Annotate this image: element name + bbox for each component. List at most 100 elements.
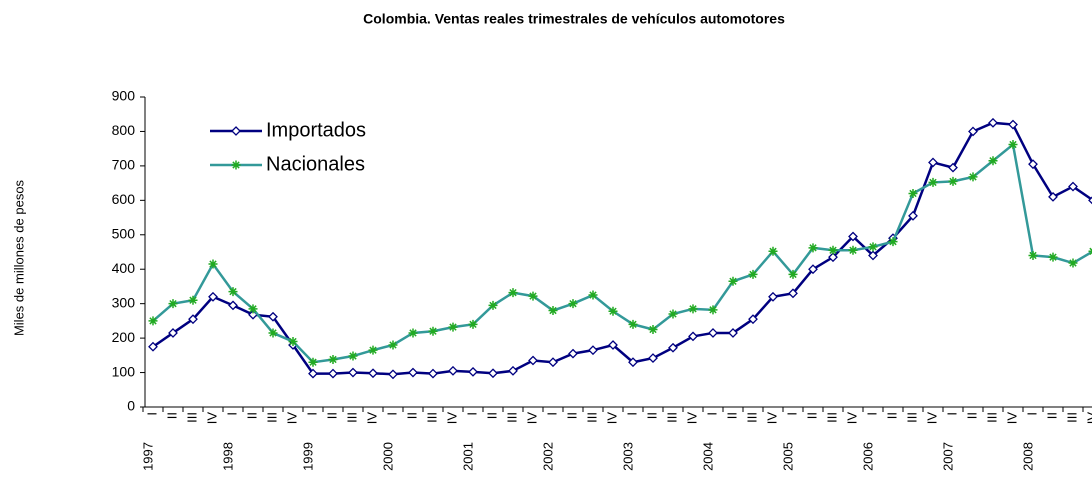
- marker: [448, 322, 458, 332]
- x-tick-label: IV: [284, 412, 299, 425]
- marker: [968, 126, 978, 137]
- marker: [328, 354, 338, 364]
- marker: [548, 357, 558, 368]
- marker: [408, 328, 418, 338]
- y-tick-label: 200: [112, 329, 136, 345]
- x-tick-label: III: [424, 412, 439, 423]
- marker: [448, 365, 458, 376]
- marker: [888, 237, 898, 247]
- x-tick-label: IV: [924, 412, 939, 425]
- x-tick-label: II: [964, 412, 979, 419]
- marker: [748, 269, 758, 279]
- marker: [988, 117, 998, 128]
- x-tick-label: II: [324, 412, 339, 419]
- marker: [528, 291, 538, 301]
- marker: [908, 210, 918, 221]
- x-tick-label: I: [224, 412, 239, 416]
- marker: [628, 357, 638, 368]
- marker: [228, 300, 238, 311]
- marker: [428, 368, 438, 379]
- marker: [608, 340, 618, 350]
- marker: [688, 331, 698, 342]
- year-label: 2001: [460, 442, 475, 471]
- year-label: 1998: [220, 442, 235, 471]
- marker: [308, 368, 318, 379]
- marker: [868, 242, 878, 252]
- marker: [188, 314, 198, 325]
- marker: [668, 342, 678, 353]
- x-tick-label: III: [584, 412, 599, 423]
- y-tick-label: 600: [112, 191, 136, 207]
- marker: [328, 368, 338, 379]
- x-tick-label: I: [544, 412, 559, 416]
- x-tick-label: III: [264, 412, 279, 423]
- x-tick-label: I: [624, 412, 639, 416]
- marker: [568, 299, 578, 309]
- y-axis-label: Miles de millones de pesos: [11, 179, 26, 336]
- x-tick-label: I: [704, 412, 719, 416]
- legend-label: Nacionales: [266, 153, 365, 175]
- marker: [1008, 119, 1018, 130]
- marker: [188, 295, 198, 305]
- x-tick-label: I: [784, 412, 799, 416]
- x-tick-label: I: [464, 412, 479, 416]
- marker: [368, 368, 378, 379]
- y-tick-label: 700: [112, 157, 136, 173]
- x-tick-label: II: [244, 412, 259, 419]
- x-tick-label: IV: [844, 412, 859, 425]
- x-tick-label: IV: [204, 412, 219, 425]
- marker: [808, 264, 818, 275]
- series-line: [152, 142, 1092, 364]
- marker: [928, 157, 938, 168]
- marker: [568, 348, 578, 359]
- y-tick-label: 400: [112, 260, 136, 276]
- x-tick-label: II: [484, 412, 499, 419]
- year-label: 2005: [780, 442, 795, 471]
- marker: [231, 160, 241, 170]
- marker: [968, 172, 978, 182]
- x-tick-label: II: [884, 412, 899, 419]
- marker: [468, 366, 478, 377]
- marker: [348, 367, 358, 378]
- x-tick-label: IV: [364, 412, 379, 425]
- year-label: 2003: [620, 442, 635, 471]
- marker: [668, 309, 678, 319]
- marker: [1008, 140, 1018, 150]
- marker: [248, 304, 258, 314]
- x-tick-label: IV: [604, 412, 619, 425]
- marker: [428, 326, 438, 336]
- marker: [308, 357, 318, 367]
- marker: [608, 306, 618, 316]
- marker: [748, 314, 758, 325]
- marker: [828, 252, 838, 263]
- marker: [868, 250, 878, 261]
- x-tick-label: IV: [524, 412, 539, 425]
- marker: [1028, 250, 1038, 260]
- marker: [788, 269, 798, 279]
- marker: [488, 300, 498, 310]
- marker: [728, 328, 738, 338]
- marker: [848, 245, 858, 255]
- x-tick-label: I: [144, 412, 159, 416]
- marker: [1068, 258, 1078, 268]
- x-tick-label: IV: [1004, 412, 1019, 425]
- year-label: 1997: [140, 442, 155, 471]
- marker: [948, 176, 958, 186]
- marker: [948, 162, 958, 173]
- marker: [148, 341, 158, 352]
- x-tick-label: III: [504, 412, 519, 423]
- marker: [808, 243, 818, 253]
- year-label: 1999: [300, 442, 315, 471]
- x-tick-label: II: [644, 412, 659, 419]
- marker: [528, 355, 538, 366]
- marker: [788, 288, 798, 299]
- marker: [288, 337, 298, 347]
- marker: [348, 351, 358, 361]
- marker: [648, 353, 658, 364]
- x-tick-label: II: [1044, 412, 1059, 419]
- x-tick-label: I: [384, 412, 399, 416]
- year-label: 2006: [860, 442, 875, 471]
- x-tick-label: III: [984, 412, 999, 423]
- marker: [388, 369, 398, 380]
- marker: [588, 290, 598, 300]
